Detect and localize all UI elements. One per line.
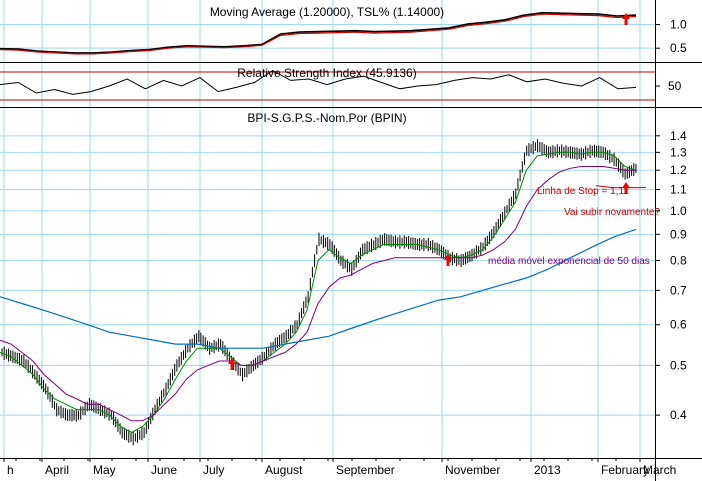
stop-line — [595, 185, 646, 189]
question-label: Vai subir novamente? — [564, 207, 660, 218]
x-tick-label: May — [93, 463, 116, 477]
x-tick-label: July — [203, 463, 224, 477]
x-tick-label: April — [45, 463, 69, 477]
y-tick-label: 0.8 — [670, 254, 687, 268]
price-title: BPI-S.G.P.S.-Nom.Por (BPIN) — [247, 111, 406, 125]
ma-series-line — [0, 13, 637, 55]
rsi-line — [0, 70, 637, 95]
y-tick-label: 1.4 — [670, 129, 687, 143]
ma-title: Moving Average (1.20000), TSL% (1.14000) — [210, 5, 444, 19]
x-tick-label: March — [643, 463, 676, 477]
x-tick-label: h — [7, 463, 14, 477]
y-tick-label: 1.2 — [670, 163, 687, 177]
y-tick-label: 0.4 — [670, 408, 687, 422]
x-tick-label: November — [445, 463, 500, 477]
march-arrow — [622, 182, 630, 194]
axis-ticks: h April May June July August September November… — [3, 18, 687, 477]
y-tick-label: 0.6 — [670, 318, 687, 332]
stop-line-label: Linha de Stop = 1,11 — [537, 186, 629, 197]
price-panel — [0, 108, 655, 458]
y-tick-label: 0.5 — [670, 41, 687, 55]
ema-short-line — [0, 151, 637, 434]
ema50-label: média móvel exponencial de 50 dias — [488, 256, 650, 267]
y-tick-label: 50 — [668, 79, 682, 93]
y-tick-label: 0.5 — [670, 358, 687, 372]
grid-lines — [0, 0, 655, 458]
rsi-title: Relative Strength Index (45.9136) — [237, 66, 416, 80]
ma-arrow — [622, 13, 630, 25]
x-tick-label: 2013 — [534, 463, 561, 477]
price-bars — [1, 139, 637, 446]
x-tick-label: August — [265, 463, 303, 477]
x-tick-label: February — [601, 463, 649, 477]
november-arrow — [444, 254, 452, 266]
ema-50-line — [0, 228, 637, 349]
ema-medium-line — [0, 166, 636, 422]
ma-series-line — [0, 11, 637, 54]
july-arrow — [228, 358, 236, 370]
y-tick-label: 0.7 — [670, 283, 687, 297]
x-tick-label: June — [151, 463, 177, 477]
x-tick-label: September — [336, 463, 395, 477]
y-tick-label: 1.0 — [670, 204, 687, 218]
y-tick-label: 1.3 — [670, 145, 687, 159]
y-tick-label: 1.0 — [670, 18, 687, 32]
y-tick-label: 0.9 — [670, 227, 687, 241]
y-tick-label: 1.1 — [670, 183, 687, 197]
chart-layers — [0, 11, 655, 446]
